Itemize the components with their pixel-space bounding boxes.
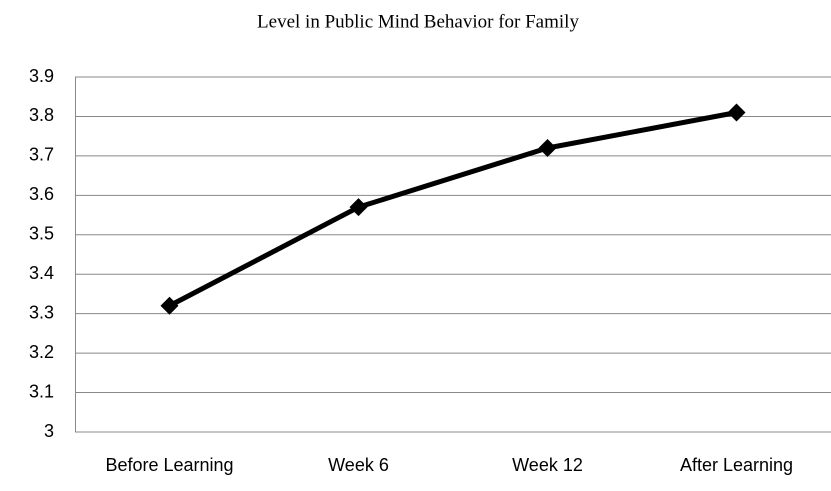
y-tick-label: 3.7 — [29, 145, 54, 165]
y-tick-label: 3.5 — [29, 224, 54, 244]
y-tick-label: 3.6 — [29, 184, 54, 204]
y-tick-label: 3.1 — [29, 381, 54, 401]
chart-title: Level in Public Mind Behavior for Family — [257, 11, 579, 32]
y-tick-label: 3.4 — [29, 263, 54, 283]
marker — [538, 139, 557, 157]
y-tick-label: 3.3 — [29, 302, 54, 322]
x-tick-label: Week 6 — [328, 455, 389, 475]
marker — [160, 296, 179, 315]
x-tick-label: Before Learning — [105, 455, 233, 475]
marker — [349, 198, 368, 217]
y-tick-label: 3.2 — [29, 342, 54, 362]
x-tick-label: After Learning — [680, 455, 793, 475]
line — [168, 110, 737, 308]
x-tick-label: Week 12 — [512, 455, 583, 475]
y-tick-label: 3.8 — [29, 105, 54, 125]
marker — [727, 103, 746, 122]
y-tick-label: 3 — [44, 421, 54, 441]
y-tick-label: 3.9 — [29, 66, 54, 86]
